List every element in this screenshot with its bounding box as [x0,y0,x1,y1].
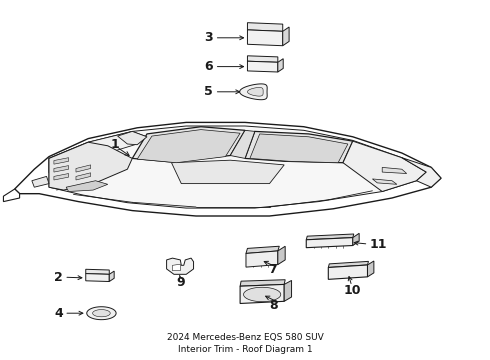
Text: 1: 1 [111,138,120,150]
Polygon shape [76,173,91,180]
Polygon shape [172,160,284,184]
Polygon shape [118,131,147,145]
Polygon shape [278,246,285,265]
Polygon shape [54,174,69,180]
Polygon shape [49,131,147,173]
Text: 2: 2 [54,271,63,284]
Polygon shape [109,271,114,282]
Polygon shape [343,141,426,192]
Polygon shape [32,176,49,187]
Polygon shape [132,127,245,162]
Polygon shape [49,142,132,190]
Polygon shape [66,181,108,192]
Polygon shape [230,130,255,158]
Text: 7: 7 [268,263,277,276]
Polygon shape [372,179,397,184]
Text: 11: 11 [370,238,388,251]
Polygon shape [328,265,368,279]
Polygon shape [137,130,240,163]
Text: 6: 6 [204,60,213,73]
Polygon shape [247,23,283,31]
Polygon shape [49,126,426,208]
Polygon shape [244,287,281,302]
Polygon shape [245,131,353,163]
Polygon shape [246,246,279,253]
Polygon shape [167,258,194,274]
Polygon shape [284,280,292,301]
Polygon shape [353,233,359,246]
Polygon shape [3,189,20,202]
Polygon shape [247,87,263,96]
Polygon shape [54,158,69,164]
Polygon shape [86,274,109,282]
Polygon shape [15,122,441,216]
Polygon shape [306,238,353,248]
Text: 4: 4 [54,307,63,320]
Polygon shape [54,166,69,172]
Polygon shape [247,30,283,46]
Text: 8: 8 [270,299,278,312]
Polygon shape [328,261,368,267]
Polygon shape [382,167,407,174]
Polygon shape [283,27,289,46]
Polygon shape [172,264,180,271]
Polygon shape [368,261,374,277]
Polygon shape [402,158,441,187]
Polygon shape [278,59,283,72]
Text: 2024 Mercedes-Benz EQS 580 SUV
Interior Trim - Roof Diagram 1: 2024 Mercedes-Benz EQS 580 SUV Interior … [167,333,323,354]
Polygon shape [86,269,109,274]
Polygon shape [306,234,354,240]
Text: 3: 3 [204,31,213,44]
Text: 5: 5 [204,85,213,98]
Polygon shape [240,280,285,286]
Text: 9: 9 [176,276,185,289]
Polygon shape [87,307,116,320]
Polygon shape [250,134,348,163]
Text: 10: 10 [343,284,361,297]
Polygon shape [240,84,267,100]
Polygon shape [246,251,278,267]
Polygon shape [240,284,284,303]
Polygon shape [247,56,278,62]
Polygon shape [76,165,91,172]
Polygon shape [247,61,278,72]
Polygon shape [93,310,110,317]
